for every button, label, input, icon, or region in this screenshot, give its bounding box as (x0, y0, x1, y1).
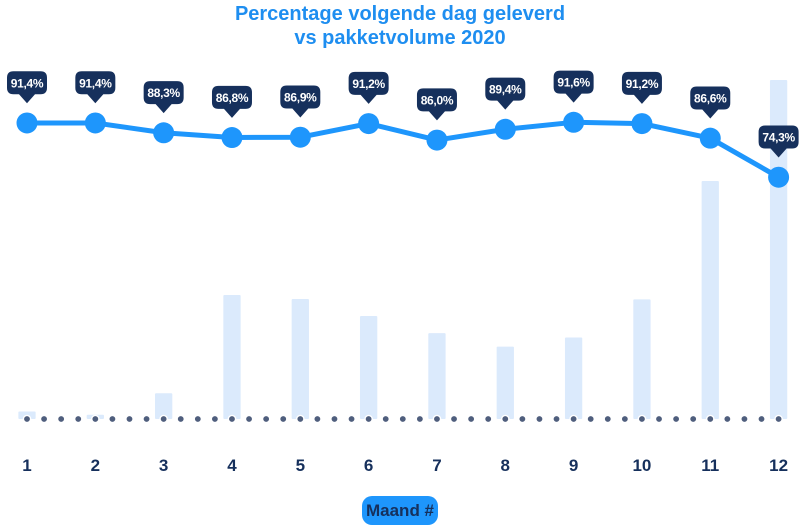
svg-text:91,6%: 91,6% (557, 76, 590, 90)
svg-text:3: 3 (159, 456, 168, 475)
svg-text:86,0%: 86,0% (421, 93, 454, 107)
svg-text:7: 7 (432, 456, 441, 475)
svg-text:74,3%: 74,3% (762, 131, 795, 145)
svg-text:11: 11 (701, 456, 719, 475)
svg-text:12: 12 (769, 456, 788, 475)
svg-text:8: 8 (501, 456, 510, 475)
svg-text:10: 10 (632, 456, 651, 475)
svg-text:2: 2 (91, 456, 100, 475)
svg-text:89,4%: 89,4% (489, 83, 522, 97)
svg-text:86,9%: 86,9% (284, 91, 317, 105)
svg-text:4: 4 (227, 456, 237, 475)
svg-text:86,6%: 86,6% (694, 91, 727, 105)
svg-text:6: 6 (364, 456, 373, 475)
svg-text:1: 1 (22, 456, 31, 475)
svg-text:91,2%: 91,2% (626, 77, 659, 91)
svg-text:91,4%: 91,4% (79, 76, 112, 90)
svg-text:86,8%: 86,8% (216, 91, 249, 105)
svg-text:9: 9 (569, 456, 578, 475)
svg-text:91,4%: 91,4% (11, 76, 44, 90)
svg-text:5: 5 (296, 456, 305, 475)
svg-text:88,3%: 88,3% (147, 86, 180, 100)
svg-text:91,2%: 91,2% (352, 77, 385, 91)
